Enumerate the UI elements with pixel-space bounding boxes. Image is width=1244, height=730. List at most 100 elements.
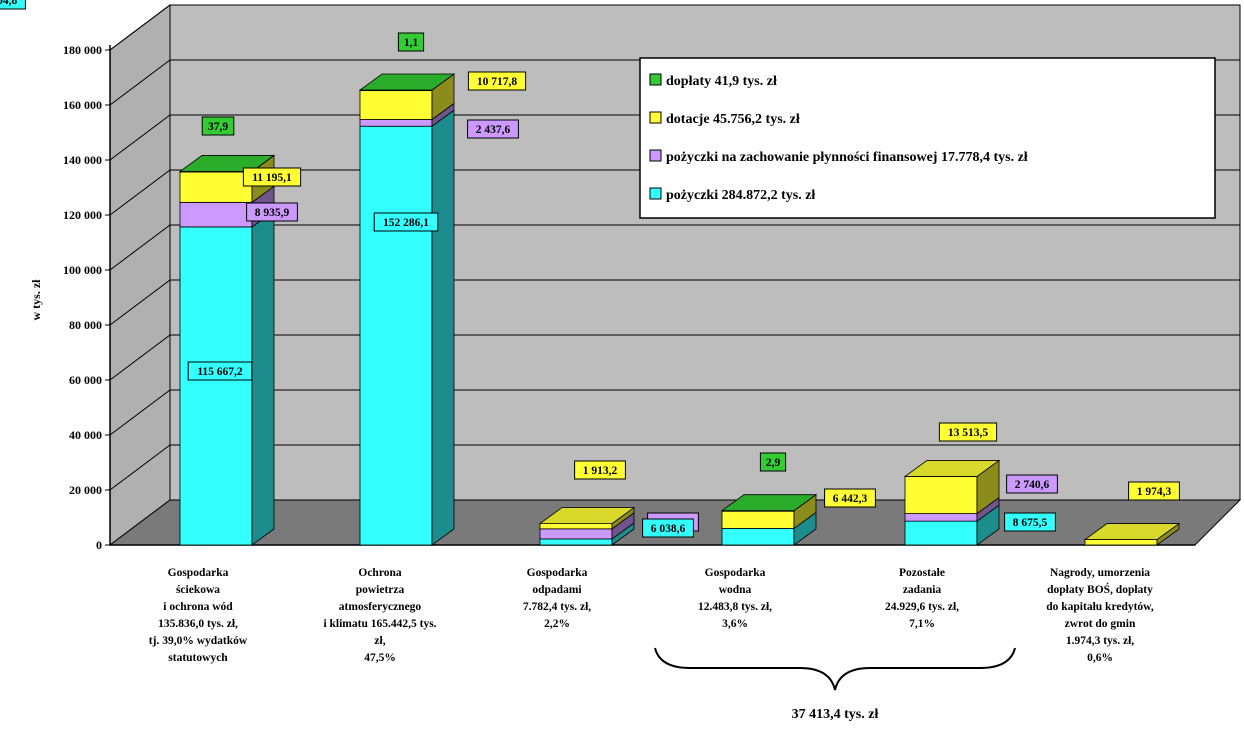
legend-entry: dopłaty 41,9 tys. zł <box>666 74 777 89</box>
data-label-text: 11 195,1 <box>252 172 292 184</box>
category-label-line: i ochrona wód <box>163 601 233 613</box>
data-label-text: 6 442,3 <box>833 493 868 505</box>
legend-entry: pożyczki 284.872,2 tys. zł <box>666 188 815 203</box>
bar-segment <box>179 171 253 203</box>
data-label-box <box>759 452 787 472</box>
y-tick-label: 140 000 <box>63 153 102 167</box>
bar-segment <box>539 528 613 540</box>
category-label: Ochrona powietrza atmosferycznego i klimatu… <box>323 567 436 664</box>
bar-stack <box>1083 522 1181 546</box>
category-label-line: zwrot do gmin <box>1065 618 1136 630</box>
bar-stack <box>538 506 636 546</box>
category-label-line: 24.929,6 tys. zł, <box>885 601 959 613</box>
data-label: 2 437,6 <box>467 119 519 139</box>
category-label-line: 7.782,4 tys. zł, <box>523 601 591 613</box>
bar-top <box>538 507 636 524</box>
category-label-line: do kapitału kredytów, <box>1046 601 1154 613</box>
y-tick-label: 20 000 <box>69 483 102 497</box>
y-tick-label: 60 000 <box>69 373 102 387</box>
data-label: 2 204,8 <box>0 0 26 10</box>
gridline <box>109 279 1240 326</box>
data-label: 115 667,2 <box>187 361 253 381</box>
legend-entry: dotacje 45.756,2 tys. zł <box>666 112 800 127</box>
category-label-line: statutowych <box>168 652 228 664</box>
bar-segment <box>359 119 433 127</box>
data-label-box <box>0 0 26 10</box>
category-label: Gospodarka wodna 12.483,8 tys. zł, 3,6% <box>698 567 772 630</box>
bar-top <box>1083 523 1181 540</box>
gridline <box>109 334 1240 381</box>
y-tick-label: 80 000 <box>69 318 102 332</box>
data-label: 8 935,9 <box>246 202 298 222</box>
brace-shape <box>654 647 1016 691</box>
legend-swatch <box>649 73 662 86</box>
category-label-line: dopłaty BOŚ, dopłaty <box>1047 582 1153 596</box>
category-label-line: 2,2% <box>544 618 570 630</box>
bar-top <box>178 155 276 172</box>
data-label: 2 740,6 <box>1006 474 1058 494</box>
gridline <box>109 444 1240 491</box>
data-label: 37,9 <box>201 116 235 136</box>
category-label-line: 7,1% <box>909 618 935 630</box>
bar-segment-side <box>251 210 275 546</box>
data-label-box <box>642 518 694 538</box>
legend-box <box>639 57 1216 219</box>
data-label: 8 675,5 <box>1004 512 1056 532</box>
category-label-line: tj. 39,0% wydatków <box>149 635 248 647</box>
data-label-box <box>1004 512 1056 532</box>
category-label-line: 3,6% <box>722 618 748 630</box>
category-labels: Gospodarka ściekowa i ochrona wód 135.836,0… <box>149 567 1154 664</box>
data-label-text: 8 935,9 <box>255 207 290 219</box>
category-label-line: i klimatu 165.442,5 tys. <box>323 618 436 630</box>
data-label: 1 974,3 <box>1128 481 1180 501</box>
category-label: Pozostałe zadania 24.929,6 tys. zł, 7,1% <box>885 567 959 630</box>
data-label-box <box>574 460 626 480</box>
data-label-box <box>397 32 425 52</box>
y-axis-label: w tys. zł <box>29 279 43 321</box>
legend-swatch <box>649 111 662 124</box>
category-label-line: ściekowa <box>176 584 220 596</box>
y-tick-label: 160 000 <box>63 98 102 112</box>
category-label-line: 1.974,3 tys. zł, <box>1066 635 1134 647</box>
category-label-line: Gospodarka <box>168 567 229 579</box>
bar-stack <box>358 73 456 546</box>
category-label-line: Ochrona <box>358 567 401 579</box>
data-label-text: 1 913,2 <box>583 465 618 477</box>
bar-stack <box>720 493 818 546</box>
legend-swatch <box>649 149 662 162</box>
brace-annotation: 37 413,4 tys. zł <box>654 647 1016 722</box>
bar-segment <box>1084 539 1158 546</box>
bar-segment <box>904 520 978 546</box>
bar-segment <box>179 201 253 228</box>
bar-segment-side <box>431 109 455 546</box>
y-axis: 0 20 000 40 000 60 000 80 000 100 000 120 000 1… <box>63 43 1195 552</box>
category-label-line: Gospodarka <box>527 567 588 579</box>
bars <box>178 73 1181 546</box>
data-label-box <box>201 116 235 136</box>
data-label-box <box>467 71 527 91</box>
data-label-text: 13 513,5 <box>948 427 989 439</box>
data-label-box <box>824 488 876 508</box>
data-label-box <box>1006 474 1058 494</box>
bar-top <box>358 73 456 91</box>
data-label: 1 913,2 <box>574 460 626 480</box>
legend-swatch <box>649 187 662 200</box>
category-label-line: 135.836,0 tys. zł, <box>158 618 238 630</box>
bar-segment <box>539 523 613 530</box>
category-label: Nagrody, umorzenia dopłaty BOŚ, dopłaty do… <box>1046 567 1154 664</box>
bar-top <box>903 460 1001 477</box>
data-label-text: 1 974,3 <box>1137 486 1172 498</box>
bar-segment <box>721 527 795 546</box>
y-tick-label: 180 000 <box>63 43 102 57</box>
bar-stack <box>903 459 1001 546</box>
data-label: 11 195,1 <box>242 167 302 187</box>
category-label-line: atmosferycznego <box>339 601 422 613</box>
category-label-line: zadania <box>903 584 942 596</box>
data-label-box <box>246 202 298 222</box>
category-label-line: Gospodarka <box>705 567 766 579</box>
bar-segment <box>904 476 978 515</box>
category-label: Gospodarka odpadami 7.782,4 tys. zł, 2,2% <box>523 567 591 630</box>
bar-segment <box>721 510 795 529</box>
category-label-line: wodna <box>719 584 752 596</box>
data-label-text: 37,9 <box>208 121 228 133</box>
